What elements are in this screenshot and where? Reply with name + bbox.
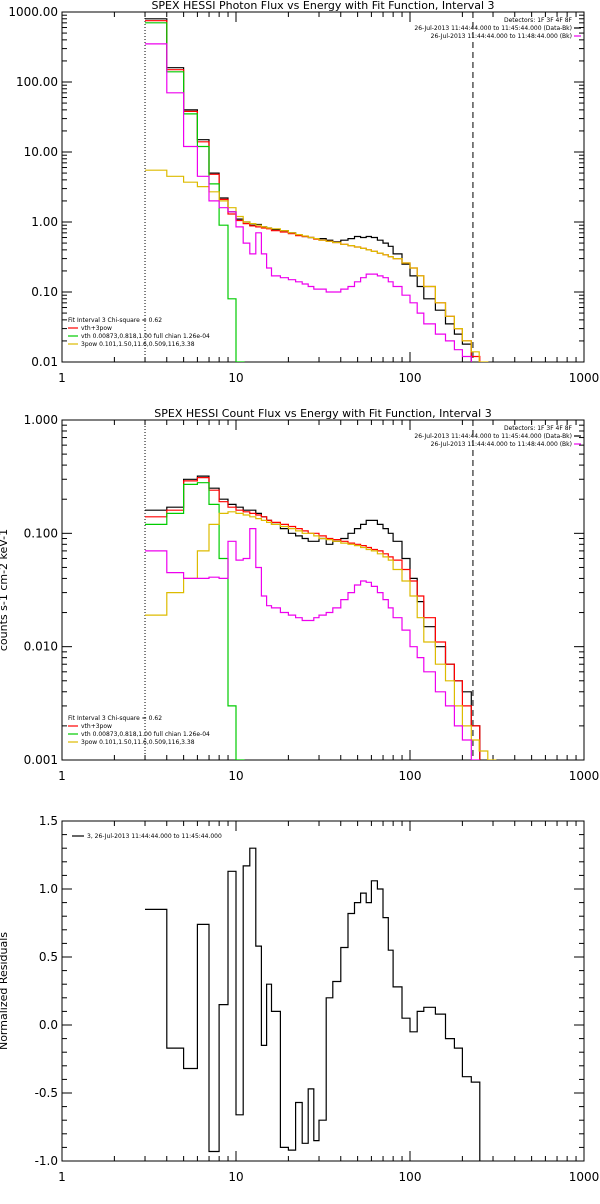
plot-frame bbox=[61, 820, 585, 1162]
x-tick-label: 10 bbox=[228, 1170, 243, 1184]
y-tick-label: -0.5 bbox=[35, 1086, 58, 1100]
series-vth bbox=[145, 482, 245, 760]
legend-fit-entry: vth 0.00873,0.818,1.00 full chian 1.26e-… bbox=[81, 333, 210, 340]
y-tick-label: 0.001 bbox=[24, 753, 58, 767]
legend-top-right-line: 26-Jul-2013 11:44:44.000 to 11:45:44.000… bbox=[414, 433, 572, 440]
x-tick-label: 1000 bbox=[569, 769, 600, 783]
series-vth-3pow bbox=[145, 20, 481, 362]
y-tick-label: 0.100 bbox=[24, 526, 58, 540]
series-vth bbox=[145, 22, 245, 362]
y-tick-label: 10.00 bbox=[24, 145, 58, 159]
series-vth-3pow bbox=[145, 477, 481, 760]
plot-frame bbox=[61, 11, 585, 363]
legend-top-right-line: 26-Jul-2013 11:44:44.000 to 11:45:44.000… bbox=[414, 25, 572, 32]
y-tick-label: 0.0 bbox=[39, 1018, 58, 1032]
y-tick-label: 1.5 bbox=[39, 814, 58, 828]
x-tick-label: 1000 bbox=[569, 1170, 600, 1184]
series-data-bk bbox=[145, 475, 481, 760]
y-tick-label: 1.00 bbox=[31, 215, 58, 229]
x-tick-label: 10 bbox=[228, 371, 243, 385]
x-tick-label: 1 bbox=[58, 1170, 66, 1184]
chart-title: SPEX HESSI Count Flux vs Energy with Fit… bbox=[154, 407, 491, 420]
y-tick-label: 0.5 bbox=[39, 950, 58, 964]
legend-fit-entry: 3pow 0.101,1.50,11.6,0.509,116,3.38 bbox=[81, 341, 195, 348]
y-axis-label: counts s-1 cm-2 keV-1 bbox=[0, 529, 10, 651]
legend-top-right-line: 26-Jul-2013 11:44:44.000 to 11:48:44.000… bbox=[431, 33, 572, 40]
legend-top-right-line: Detectors: 1F 3F 4F 8F bbox=[504, 17, 573, 24]
y-tick-label: 1.0 bbox=[39, 882, 58, 896]
x-tick-label: 100 bbox=[399, 1170, 422, 1184]
x-tick-label: 1000 bbox=[569, 371, 600, 385]
series-bk bbox=[145, 528, 480, 760]
legend-fit-title: Fit Interval 3 Chi-square = 0.62 bbox=[68, 317, 162, 324]
x-tick-label: 100 bbox=[399, 371, 422, 385]
y-axis-label: Normalized Residuals bbox=[0, 932, 10, 1050]
legend-residual: 3, 26-Jul-2013 11:44:44.000 to 11:45:44.… bbox=[87, 833, 222, 840]
x-tick-label: 100 bbox=[399, 769, 422, 783]
y-tick-label: 1.000 bbox=[24, 413, 58, 427]
legend-top-right-line: Detectors: 1F 3F 4F 8F bbox=[504, 425, 573, 432]
y-tick-label: 1000.00 bbox=[8, 5, 58, 19]
series-3pow bbox=[145, 169, 497, 362]
y-tick-label: 0.10 bbox=[31, 285, 58, 299]
plot-frame bbox=[61, 419, 585, 761]
x-tick-label: 1 bbox=[58, 371, 66, 385]
series-3pow bbox=[145, 511, 497, 760]
series-residuals bbox=[145, 847, 481, 1161]
y-tick-label: -1.0 bbox=[35, 1154, 58, 1168]
legend-top-right-line: 26-Jul-2013 11:44:44.000 to 11:48:44.000… bbox=[431, 441, 572, 448]
x-tick-label: 1 bbox=[58, 769, 66, 783]
legend-fit-entry: vth+3pow bbox=[81, 723, 112, 730]
legend-fit-entry: vth+3pow bbox=[81, 325, 112, 332]
y-tick-label: 0.01 bbox=[31, 355, 58, 369]
series-bk bbox=[145, 43, 481, 362]
legend-fit-entry: vth 0.00873,0.818,1.00 full chian 1.26e-… bbox=[81, 731, 210, 738]
series-data-bk bbox=[145, 18, 481, 362]
legend-fit-title: Fit Interval 3 Chi-square = 0.62 bbox=[68, 715, 162, 722]
x-tick-label: 10 bbox=[228, 769, 243, 783]
legend-fit-entry: 3pow 0.101,1.50,11.6,0.509,116,3.38 bbox=[81, 739, 195, 746]
chart-title: SPEX HESSI Photon Flux vs Energy with Fi… bbox=[151, 0, 494, 12]
y-tick-label: 0.010 bbox=[24, 640, 58, 654]
y-tick-label: 100.00 bbox=[16, 75, 58, 89]
